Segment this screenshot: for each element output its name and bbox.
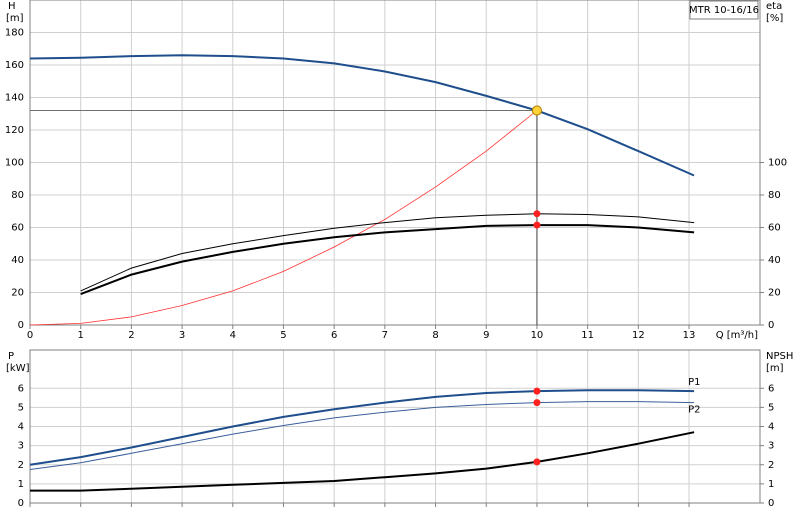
y-label: P <box>8 351 14 362</box>
x-tick-label: 1 <box>78 330 84 341</box>
y2-label: NPSH <box>766 351 793 362</box>
chart-title: MTR 10-16/16 <box>689 5 759 16</box>
y-tick-label: 2 <box>18 460 24 471</box>
y2-tick-label: 1 <box>768 479 774 490</box>
operating-point <box>531 105 542 116</box>
y-tick-label: 6 <box>18 383 24 394</box>
y2-unit: [m] <box>766 363 784 374</box>
y-unit: [kW] <box>6 363 30 374</box>
y-tick-label: 180 <box>5 28 24 39</box>
y-tick-label: 100 <box>5 158 24 169</box>
duty-point <box>533 399 541 407</box>
x-tick-label: 12 <box>632 330 645 341</box>
x-tick-label: 9 <box>483 330 489 341</box>
y-tick-label: 80 <box>11 190 24 201</box>
series-line <box>29 389 695 466</box>
y2-tick-label: 6 <box>768 383 774 394</box>
series-line <box>29 54 695 177</box>
y-tick-label: 120 <box>5 125 24 136</box>
y-unit: [m] <box>6 13 24 24</box>
x-tick-label: 7 <box>382 330 388 341</box>
series-line <box>30 431 695 492</box>
x-tick-label: 11 <box>581 330 594 341</box>
duty-point <box>533 387 541 395</box>
series-label: P2 <box>688 405 700 416</box>
y2-tick-label: 20 <box>768 288 781 299</box>
y2-tick-label: 80 <box>768 190 781 201</box>
y2-tick-label: 3 <box>768 441 774 452</box>
y2-tick-label: 2 <box>768 460 774 471</box>
y-tick-label: 160 <box>5 60 24 71</box>
plot-frame <box>29 349 761 504</box>
y2-unit: [%] <box>766 13 783 24</box>
x-tick-label: 6 <box>331 330 337 341</box>
series-line <box>80 224 695 296</box>
x-tick-label: 8 <box>432 330 438 341</box>
y2-label: eta <box>766 1 782 12</box>
y-tick-label: 0 <box>18 320 24 331</box>
duty-point <box>533 458 541 466</box>
y-tick-label: 1 <box>18 479 24 490</box>
x-tick-label: 13 <box>683 330 696 341</box>
y-tick-label: 5 <box>18 402 24 413</box>
y-tick-label: 4 <box>18 422 24 433</box>
x-tick-label: 3 <box>179 330 185 341</box>
y-label: H <box>8 1 16 12</box>
series-line <box>29 110 538 326</box>
duty-point <box>533 210 541 218</box>
series-line <box>80 213 695 292</box>
y-tick-label: 140 <box>5 93 24 104</box>
y2-tick-label: 100 <box>768 158 787 169</box>
y2-tick-label: 0 <box>768 498 774 509</box>
y-tick-label: 40 <box>11 255 24 266</box>
x-label: Q [m³/h] <box>716 330 758 341</box>
duty-point <box>533 221 541 229</box>
y2-tick-label: 40 <box>768 255 781 266</box>
plot-frame <box>29 0 761 326</box>
y2-tick-label: 5 <box>768 402 774 413</box>
x-tick-label: 2 <box>128 330 134 341</box>
y2-tick-label: 0 <box>768 320 774 331</box>
x-tick-label: 0 <box>27 330 33 341</box>
series-line <box>29 401 695 470</box>
x-tick-label: 10 <box>531 330 544 341</box>
y2-tick-label: 60 <box>768 223 781 234</box>
x-tick-label: 4 <box>230 330 236 341</box>
series-label: P1 <box>688 377 700 388</box>
y-tick-label: 3 <box>18 441 24 452</box>
title-box <box>689 0 759 20</box>
y2-tick-label: 4 <box>768 422 774 433</box>
y-tick-label: 60 <box>11 223 24 234</box>
x-tick-label: 5 <box>280 330 286 341</box>
y-tick-label: 0 <box>18 498 24 509</box>
y-tick-label: 20 <box>11 288 24 299</box>
